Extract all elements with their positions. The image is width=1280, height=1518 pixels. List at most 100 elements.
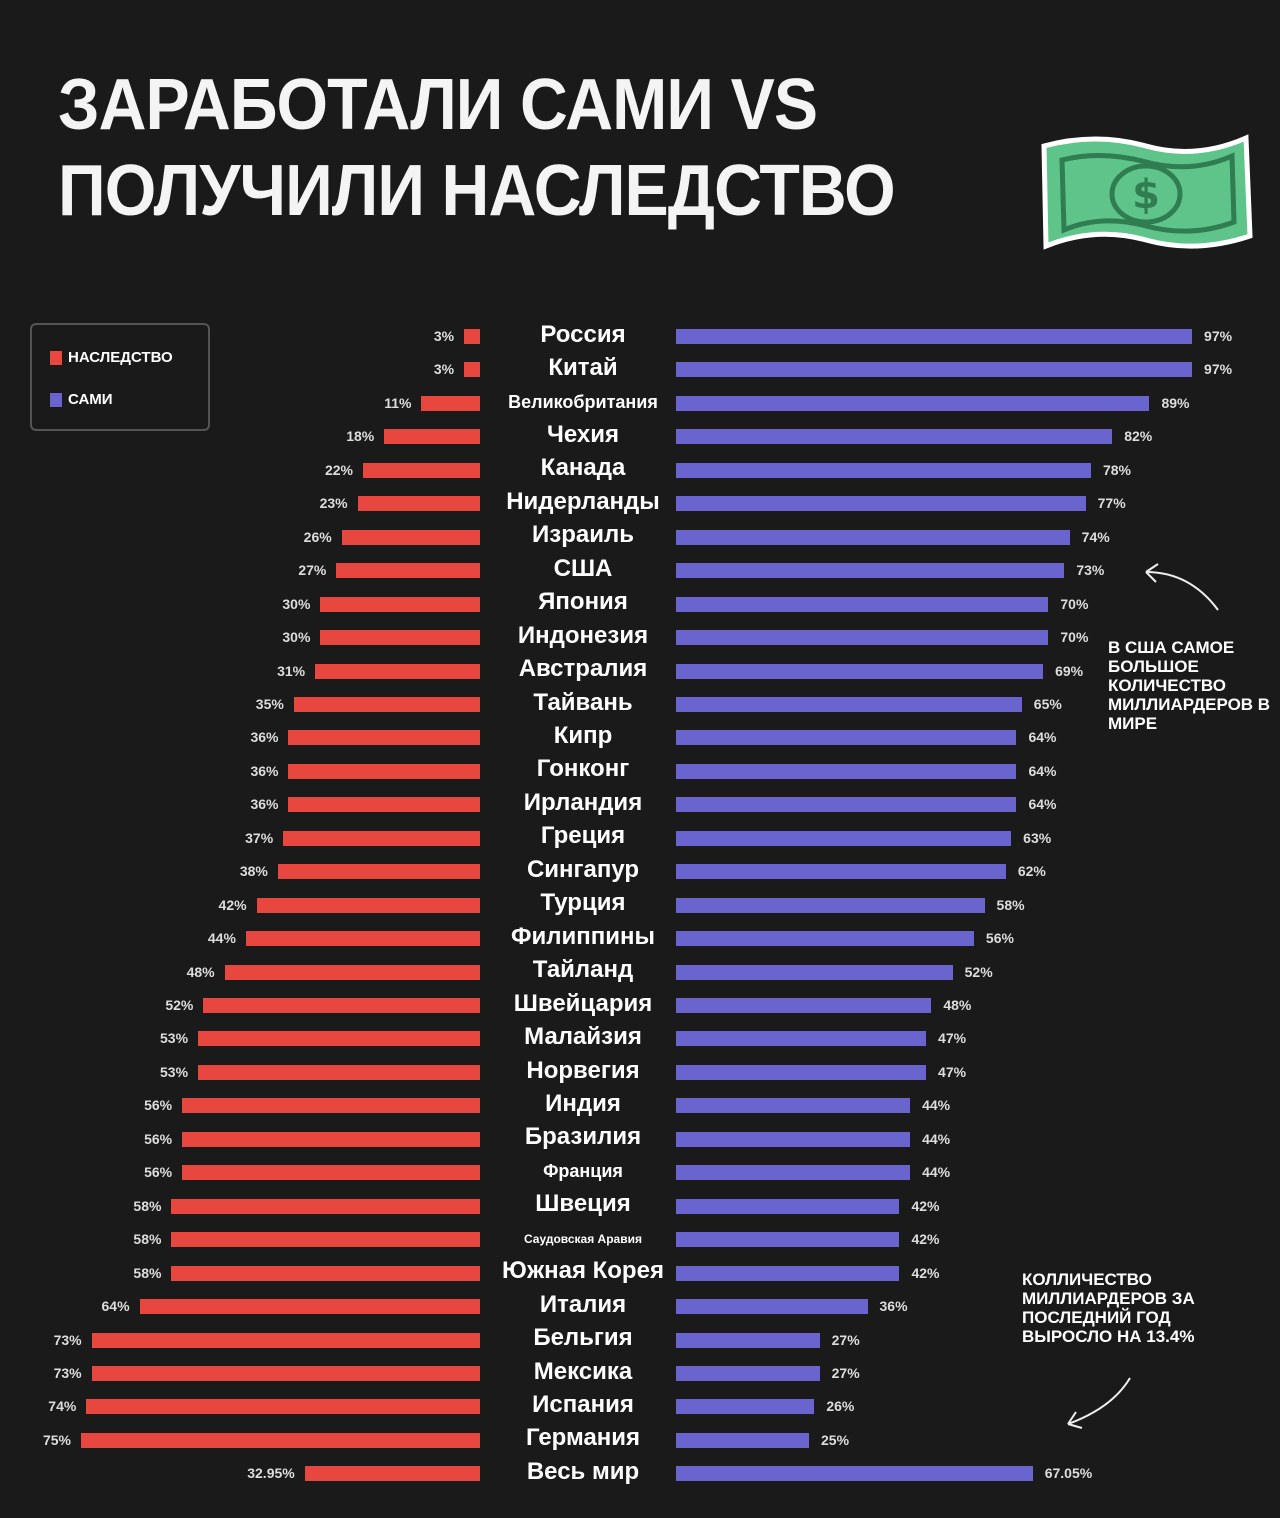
annotation-usa: В США САМОЕ БОЛЬШОЕ КОЛИЧЕСТВО МИЛЛИАРДЕ… xyxy=(1108,638,1271,733)
bar-inherited xyxy=(288,797,480,813)
label-inherited: 31% xyxy=(277,662,306,679)
bar-self-made xyxy=(676,897,985,913)
bar-self-made xyxy=(676,429,1113,445)
label-self-made: 27% xyxy=(831,1331,860,1348)
label-self-made: 65% xyxy=(1033,695,1062,712)
label-self-made: 42% xyxy=(911,1231,940,1248)
bar-self-made xyxy=(676,830,1012,846)
label-inherited: 38% xyxy=(239,863,268,880)
bar-self-made xyxy=(676,763,1017,779)
label-self-made: 97% xyxy=(1204,361,1233,378)
bar-inherited xyxy=(182,1165,480,1181)
bar-inherited xyxy=(171,1198,480,1214)
category-label: Саудовская Аравия xyxy=(523,1231,642,1246)
category-label: Канада xyxy=(540,454,626,482)
bar-self-made xyxy=(676,1432,809,1448)
bar-self-made xyxy=(676,1198,900,1214)
category-label: Норвегия xyxy=(526,1056,640,1084)
bar-inherited xyxy=(464,362,480,378)
bar-inherited xyxy=(91,1365,480,1381)
category-label: Австралия xyxy=(518,655,648,683)
bar-inherited xyxy=(277,864,480,880)
label-self-made: 69% xyxy=(1055,662,1084,679)
bar-self-made xyxy=(676,630,1049,646)
label-inherited: 48% xyxy=(186,963,215,980)
category-label: Россия xyxy=(540,320,626,348)
bar-self-made xyxy=(676,730,1017,746)
label-inherited: 18% xyxy=(346,428,375,445)
category-label: Франция xyxy=(543,1161,623,1182)
label-self-made: 44% xyxy=(922,1164,951,1181)
bar-self-made xyxy=(676,329,1193,344)
label-self-made: 73% xyxy=(1076,562,1105,579)
bar-self-made xyxy=(676,1265,900,1281)
label-self-made: 47% xyxy=(938,1030,967,1047)
legend-item-inherited: НАСЛЕДСТВО xyxy=(50,349,173,366)
category-label: Мексика xyxy=(533,1357,633,1385)
category-label: Греция xyxy=(540,822,626,850)
label-inherited: 53% xyxy=(160,1030,189,1047)
bar-inherited xyxy=(341,529,480,545)
bar-inherited xyxy=(464,329,480,344)
category-label: Чехия xyxy=(547,420,619,448)
bar-inherited xyxy=(288,763,480,779)
label-self-made: 97% xyxy=(1204,328,1233,344)
bar-inherited xyxy=(421,395,480,411)
bar-self-made xyxy=(676,563,1065,579)
bar-self-made xyxy=(676,462,1091,478)
label-inherited: 36% xyxy=(250,729,279,746)
bar-self-made xyxy=(676,496,1086,512)
title-line-2: ПОЛУЧИЛИ НАСЛЕДСТВО xyxy=(58,151,896,231)
arrow-world-icon xyxy=(1067,1377,1131,1425)
label-self-made: 42% xyxy=(911,1197,940,1214)
label-inherited: 36% xyxy=(250,796,279,813)
label-inherited: 58% xyxy=(133,1231,162,1248)
bar-self-made xyxy=(676,797,1017,813)
bar-self-made xyxy=(676,864,1006,880)
bar-inherited xyxy=(139,1299,480,1315)
label-inherited: 73% xyxy=(53,1331,82,1348)
bar-inherited xyxy=(171,1232,480,1248)
category-label: Индия xyxy=(545,1089,621,1117)
category-label: Кипр xyxy=(553,722,613,749)
category-label: Турция xyxy=(540,889,626,917)
label-inherited: 30% xyxy=(282,629,311,646)
bar-inherited xyxy=(357,496,480,512)
label-inherited: 23% xyxy=(319,495,348,512)
label-inherited: 36% xyxy=(250,762,279,779)
bar-inherited xyxy=(224,964,480,980)
label-self-made: 70% xyxy=(1060,595,1089,612)
bar-self-made xyxy=(676,1232,900,1248)
bar-self-made xyxy=(676,1299,868,1315)
label-self-made: 62% xyxy=(1017,863,1046,880)
label-inherited: 73% xyxy=(53,1364,82,1381)
legend-label-self-made: САМИ xyxy=(68,391,113,408)
label-self-made: 89% xyxy=(1161,394,1190,411)
label-inherited: 53% xyxy=(160,1063,189,1080)
title-line-1: ЗАРАБОТАЛИ САМИ VS xyxy=(58,65,818,145)
bar-inherited xyxy=(288,730,480,746)
bar-self-made xyxy=(676,395,1150,411)
label-self-made: 64% xyxy=(1028,729,1057,746)
bar-self-made xyxy=(676,696,1022,712)
bar-inherited xyxy=(198,1064,480,1080)
label-inherited: 22% xyxy=(324,461,353,478)
label-inherited: 44% xyxy=(207,930,236,947)
label-self-made: 44% xyxy=(922,1130,951,1147)
label-self-made: 67.05% xyxy=(1044,1465,1093,1482)
bar-inherited xyxy=(81,1432,480,1448)
label-inherited: 56% xyxy=(144,1097,173,1114)
category-label: Швейцария xyxy=(513,989,653,1017)
label-self-made: 78% xyxy=(1102,461,1131,478)
bar-self-made xyxy=(676,529,1070,545)
label-inherited: 56% xyxy=(144,1130,173,1147)
bar-inherited xyxy=(86,1399,480,1415)
label-inherited: 32.95% xyxy=(247,1465,295,1482)
category-label: Германия xyxy=(525,1424,641,1452)
label-self-made: 44% xyxy=(922,1097,951,1114)
arrowhead-world-icon xyxy=(1067,1411,1083,1429)
dollar-symbol: $ xyxy=(1132,172,1160,218)
label-inherited: 26% xyxy=(303,528,332,545)
